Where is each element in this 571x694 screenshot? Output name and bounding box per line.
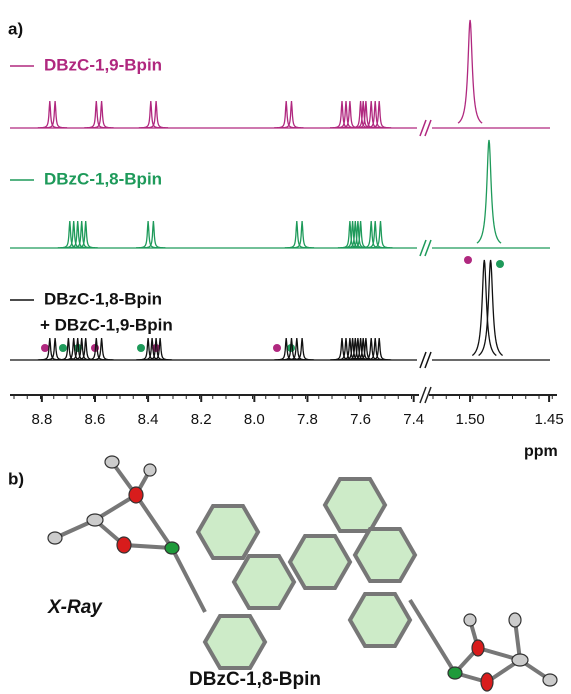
legend-label: DBzC-1,9-Bpin — [44, 55, 162, 74]
x-tick-label: 8.2 — [191, 411, 212, 428]
peak — [280, 101, 304, 128]
peak — [136, 221, 160, 248]
peak — [139, 101, 163, 128]
axis-label: ppm — [524, 443, 558, 460]
peak — [274, 101, 298, 128]
peak — [144, 101, 168, 128]
panel-label: b) — [8, 469, 24, 488]
peak — [43, 101, 67, 128]
peak — [477, 140, 501, 243]
x-tick-label: 1.45 — [534, 411, 563, 428]
peak — [141, 221, 165, 248]
method-label: X-Ray — [47, 597, 103, 618]
x-tick-label: 7.6 — [350, 411, 371, 428]
x-tick-label: 8.6 — [85, 411, 106, 428]
x-tick-label: 7.4 — [403, 411, 424, 428]
peak — [363, 221, 387, 248]
x-tick-label: 8.8 — [31, 411, 52, 428]
legend-label: DBzC-1,8-Bpin — [44, 169, 162, 188]
peak — [38, 101, 62, 128]
peak — [334, 101, 358, 128]
panel-label: a) — [8, 19, 23, 38]
peak — [290, 221, 314, 248]
legend-label: DBzC-1,8-Bpin — [44, 289, 162, 308]
peak — [84, 101, 108, 128]
peak — [285, 221, 309, 248]
x-tick-label: 8.4 — [138, 411, 159, 428]
peak — [458, 20, 482, 123]
x-tick-label: 1.50 — [455, 411, 484, 428]
x-tick-label: 7.8 — [297, 411, 318, 428]
figure: a) ppm b) — [0, 0, 571, 694]
legend-label: + DBzC-1,9-Bpin — [40, 315, 173, 334]
x-tick-label: 8.0 — [244, 411, 265, 428]
peak — [90, 101, 114, 128]
crystal-structure — [48, 456, 557, 691]
compound-label: DBzC-1,8-Bpin — [189, 669, 321, 690]
